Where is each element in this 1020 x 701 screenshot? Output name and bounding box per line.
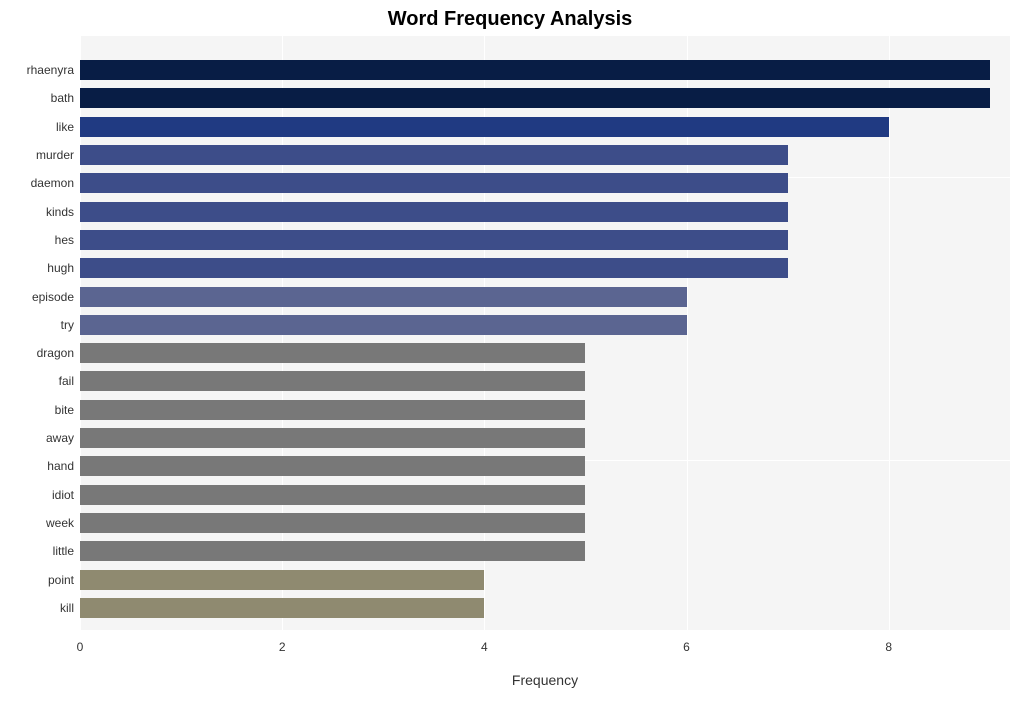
y-tick-label: bath — [51, 88, 74, 108]
bar — [80, 202, 788, 222]
bar — [80, 541, 585, 561]
gridline — [889, 36, 890, 636]
y-tick-label: try — [61, 315, 74, 335]
y-tick-label: bite — [55, 400, 74, 420]
bar — [80, 145, 788, 165]
y-tick-label: idiot — [52, 485, 74, 505]
bar — [80, 88, 990, 108]
x-axis-label: Frequency — [80, 672, 1010, 688]
bar — [80, 315, 687, 335]
bar — [80, 258, 788, 278]
y-tick-label: little — [53, 541, 74, 561]
y-tick-label: hugh — [47, 258, 74, 278]
bar — [80, 570, 484, 590]
bar — [80, 485, 585, 505]
y-tick-label: hes — [55, 230, 74, 250]
bar — [80, 230, 788, 250]
x-tick-label: 4 — [481, 640, 488, 654]
bar — [80, 117, 889, 137]
bar — [80, 456, 585, 476]
y-tick-label: point — [48, 570, 74, 590]
bar — [80, 513, 585, 533]
y-tick-label: murder — [36, 145, 74, 165]
y-tick-label: hand — [47, 456, 74, 476]
bar — [80, 343, 585, 363]
bar — [80, 598, 484, 618]
y-tick-label: away — [46, 428, 74, 448]
bar — [80, 371, 585, 391]
bar — [80, 287, 687, 307]
x-tick-label: 2 — [279, 640, 286, 654]
chart-container: Word Frequency Analysis Frequency rhaeny… — [0, 0, 1020, 701]
y-tick-label: week — [46, 513, 74, 533]
y-tick-label: kill — [60, 598, 74, 618]
chart-title: Word Frequency Analysis — [0, 8, 1020, 31]
bar — [80, 60, 990, 80]
bar — [80, 428, 585, 448]
bar — [80, 173, 788, 193]
bar — [80, 400, 585, 420]
y-tick-label: daemon — [31, 173, 74, 193]
y-tick-label: rhaenyra — [27, 60, 74, 80]
plot-area — [80, 36, 1010, 636]
y-tick-label: like — [56, 117, 74, 137]
y-tick-label: dragon — [37, 343, 74, 363]
x-tick-label: 0 — [77, 640, 84, 654]
y-tick-label: kinds — [46, 202, 74, 222]
y-tick-label: episode — [32, 287, 74, 307]
y-tick-label: fail — [59, 371, 74, 391]
x-tick-label: 6 — [683, 640, 690, 654]
x-tick-label: 8 — [885, 640, 892, 654]
